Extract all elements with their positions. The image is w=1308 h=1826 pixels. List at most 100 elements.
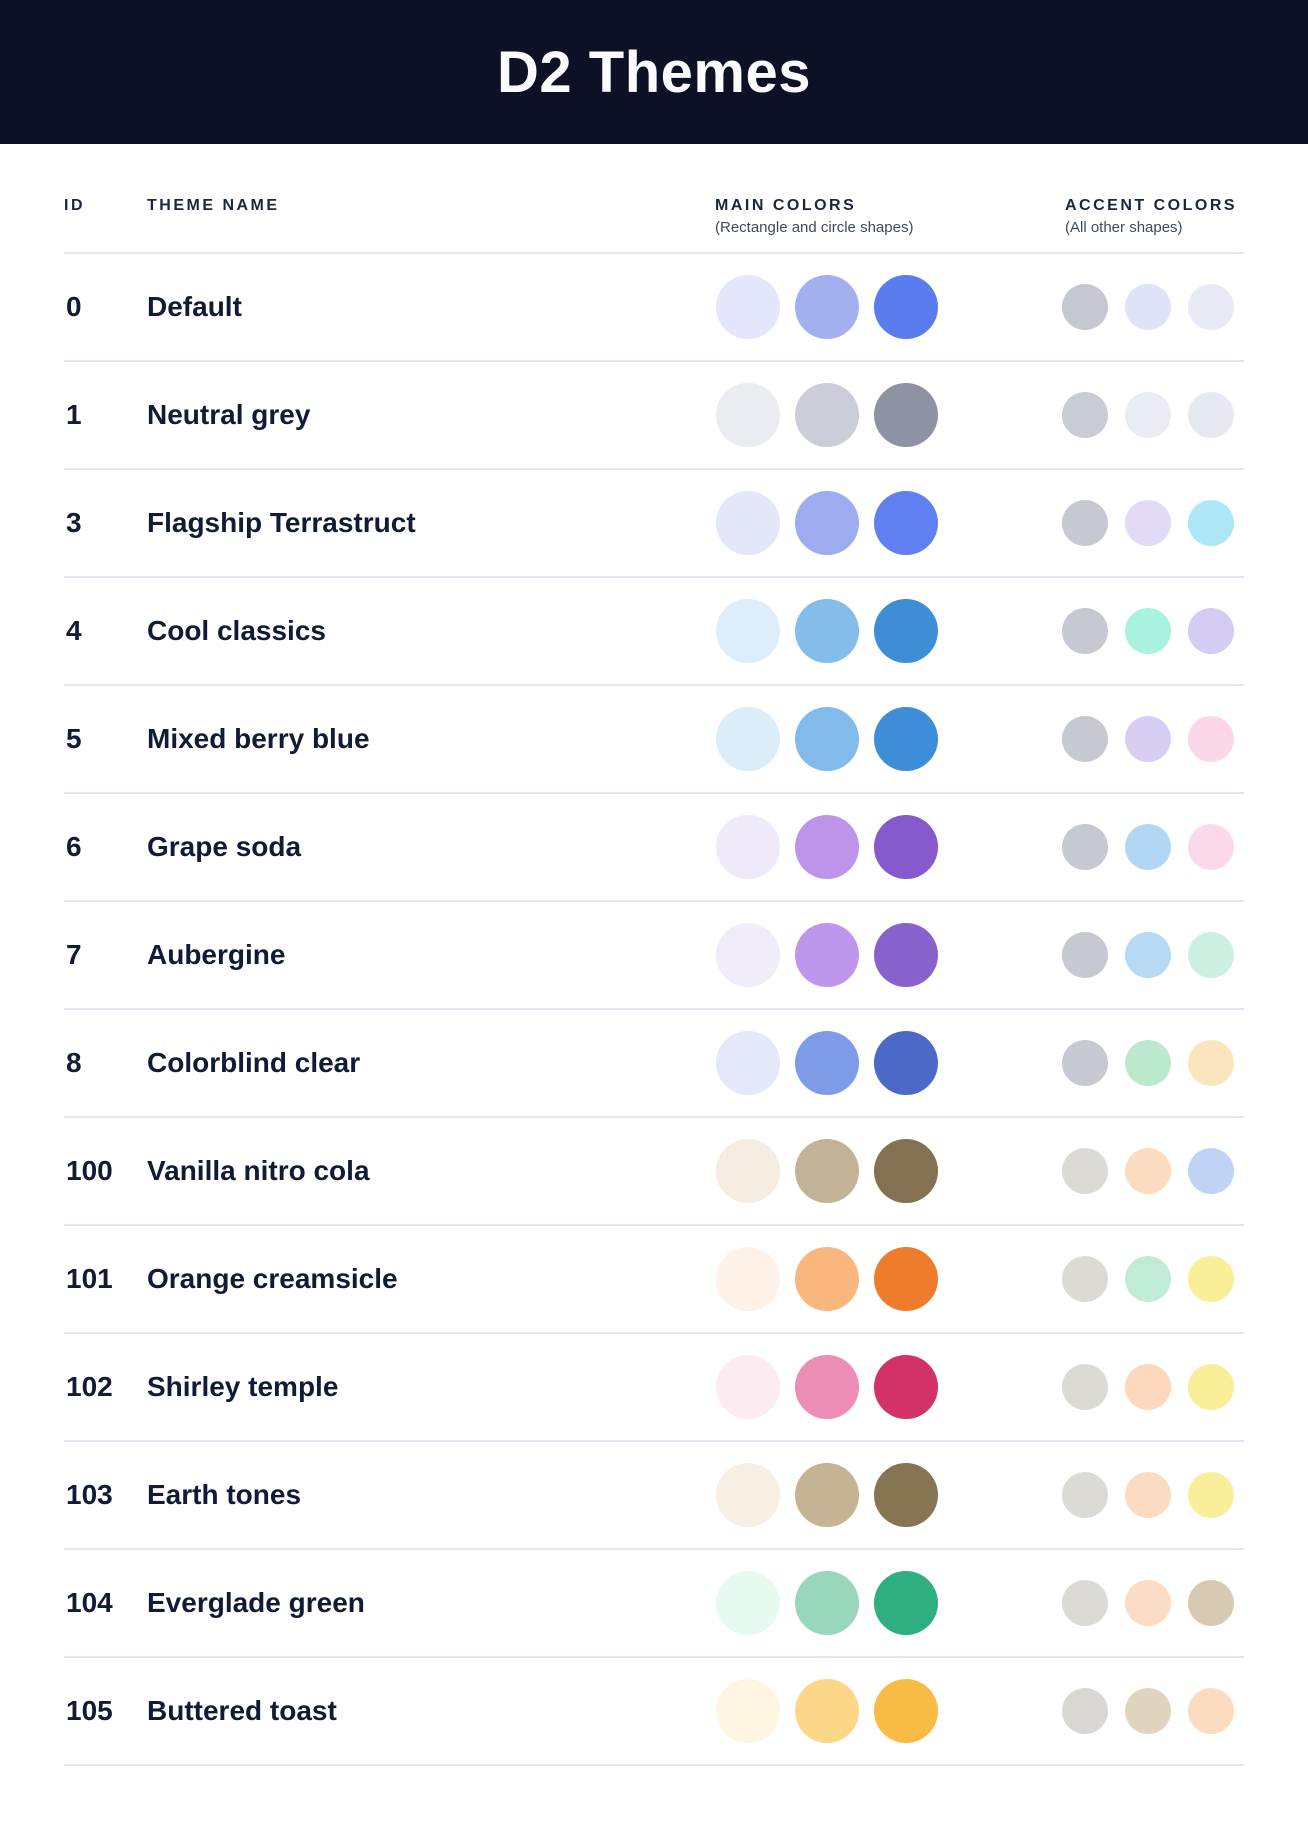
- main-color-swatches: [652, 599, 1002, 663]
- column-header-theme-name: THEME NAME: [147, 197, 280, 214]
- theme-id: 7: [66, 939, 82, 970]
- accent-color-swatches: [1002, 500, 1244, 546]
- main-color-swatch: [874, 491, 938, 555]
- accent-color-swatch: [1188, 932, 1234, 978]
- page-title: D2 Themes: [497, 39, 811, 105]
- column-header-main-colors: MAIN COLORS (Rectangle and circle shapes…: [652, 196, 1002, 236]
- accent-color-swatch: [1188, 500, 1234, 546]
- main-colors-subtitle: (Rectangle and circle shapes): [715, 219, 914, 236]
- accent-color-swatch: [1188, 284, 1234, 330]
- accent-color-swatch: [1188, 608, 1234, 654]
- accent-color-swatch: [1062, 392, 1108, 438]
- main-color-swatch: [716, 1571, 780, 1635]
- accent-color-swatch: [1062, 1256, 1108, 1302]
- theme-id: 4: [66, 615, 82, 646]
- theme-name: Earth tones: [147, 1479, 302, 1510]
- accent-color-swatch: [1125, 1364, 1171, 1410]
- accent-color-swatch: [1188, 716, 1234, 762]
- theme-id: 100: [66, 1155, 113, 1186]
- accent-color-swatches: [1002, 716, 1244, 762]
- main-color-swatch: [874, 275, 938, 339]
- accent-color-swatch: [1125, 500, 1171, 546]
- main-color-swatch: [795, 707, 859, 771]
- main-color-swatch: [716, 1247, 780, 1311]
- accent-color-swatch: [1125, 716, 1171, 762]
- main-color-swatch: [716, 1031, 780, 1095]
- main-color-swatch: [795, 923, 859, 987]
- theme-name: Default: [147, 291, 242, 322]
- accent-color-swatches: [1002, 1580, 1244, 1626]
- main-color-swatch: [874, 923, 938, 987]
- main-color-swatch: [716, 1139, 780, 1203]
- accent-color-swatches: [1002, 1472, 1244, 1518]
- theme-name: Grape soda: [147, 831, 302, 862]
- accent-color-swatch: [1062, 1148, 1108, 1194]
- main-color-swatch: [795, 383, 859, 447]
- main-color-swatches: [652, 1247, 1002, 1311]
- accent-color-swatch: [1062, 932, 1108, 978]
- main-color-swatch: [795, 1355, 859, 1419]
- table-row: 102 Shirley temple: [64, 1334, 1244, 1442]
- accent-color-swatches: [1002, 932, 1244, 978]
- accent-color-swatch: [1188, 392, 1234, 438]
- main-color-swatch: [716, 383, 780, 447]
- main-color-swatch: [795, 1679, 859, 1743]
- table-row: 8 Colorblind clear: [64, 1010, 1244, 1118]
- main-color-swatch: [874, 383, 938, 447]
- theme-name: Everglade green: [147, 1587, 365, 1618]
- accent-color-swatch: [1188, 824, 1234, 870]
- theme-id: 8: [66, 1047, 82, 1078]
- accent-color-swatches: [1002, 1256, 1244, 1302]
- table-row: 101 Orange creamsicle: [64, 1226, 1244, 1334]
- table-row: 100 Vanilla nitro cola: [64, 1118, 1244, 1226]
- theme-name: Shirley temple: [147, 1371, 339, 1402]
- accent-color-swatch: [1062, 824, 1108, 870]
- theme-name: Colorblind clear: [147, 1047, 361, 1078]
- theme-id: 5: [66, 723, 82, 754]
- main-color-swatch: [874, 1463, 938, 1527]
- accent-color-swatch: [1062, 1364, 1108, 1410]
- accent-color-swatch: [1125, 1580, 1171, 1626]
- table-row: 6 Grape soda: [64, 794, 1244, 902]
- column-header-accent-colors: ACCENT COLORS (All other shapes): [1002, 196, 1244, 236]
- accent-color-swatches: [1002, 824, 1244, 870]
- accent-color-swatch: [1125, 608, 1171, 654]
- main-color-swatch: [874, 599, 938, 663]
- theme-id: 105: [66, 1695, 113, 1726]
- accent-color-swatch: [1125, 1148, 1171, 1194]
- main-color-swatches: [652, 383, 1002, 447]
- table-row: 0 Default: [64, 254, 1244, 362]
- accent-color-swatch: [1125, 932, 1171, 978]
- themes-table: ID THEME NAME MAIN COLORS (Rectangle and…: [64, 144, 1244, 1766]
- table-row: 103 Earth tones: [64, 1442, 1244, 1550]
- accent-color-swatch: [1188, 1148, 1234, 1194]
- table-row: 7 Aubergine: [64, 902, 1244, 1010]
- main-color-swatch: [874, 1139, 938, 1203]
- theme-id: 102: [66, 1371, 113, 1402]
- page-header: D2 Themes: [0, 0, 1308, 144]
- accent-color-swatch: [1125, 1688, 1171, 1734]
- accent-colors-label: ACCENT COLORS: [1065, 197, 1238, 214]
- main-color-swatch: [716, 923, 780, 987]
- table-header-row: ID THEME NAME MAIN COLORS (Rectangle and…: [64, 144, 1244, 254]
- theme-name: Flagship Terrastruct: [147, 507, 416, 538]
- main-color-swatch: [716, 491, 780, 555]
- accent-color-swatch: [1125, 1040, 1171, 1086]
- main-color-swatches: [652, 1139, 1002, 1203]
- accent-color-swatches: [1002, 1148, 1244, 1194]
- theme-name: Mixed berry blue: [147, 723, 370, 754]
- main-color-swatches: [652, 1463, 1002, 1527]
- accent-color-swatches: [1002, 608, 1244, 654]
- main-color-swatch: [874, 815, 938, 879]
- main-color-swatch: [874, 1247, 938, 1311]
- main-color-swatch: [795, 1031, 859, 1095]
- table-row: 1 Neutral grey: [64, 362, 1244, 470]
- accent-color-swatch: [1062, 1580, 1108, 1626]
- main-color-swatch: [716, 275, 780, 339]
- accent-color-swatch: [1062, 1040, 1108, 1086]
- main-color-swatch: [716, 1355, 780, 1419]
- main-color-swatches: [652, 275, 1002, 339]
- table-row: 104 Everglade green: [64, 1550, 1244, 1658]
- theme-name: Cool classics: [147, 615, 326, 646]
- theme-name: Orange creamsicle: [147, 1263, 398, 1294]
